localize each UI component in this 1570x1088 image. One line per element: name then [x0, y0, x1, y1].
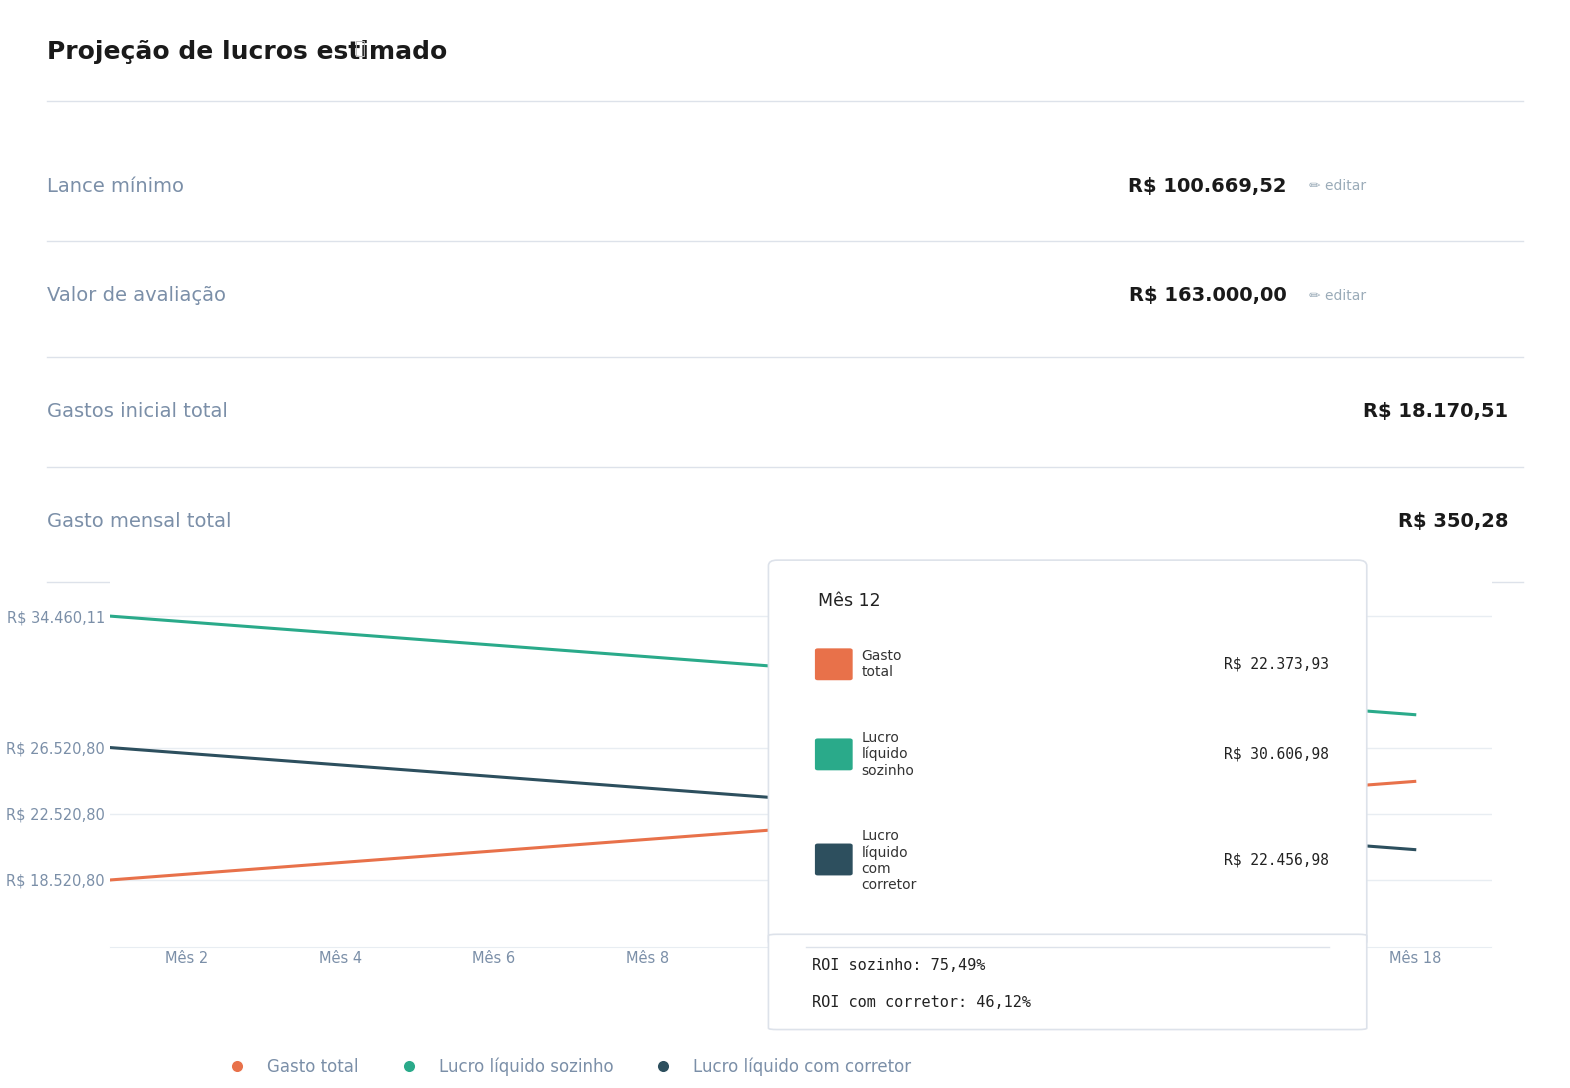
Text: ✏ editar: ✏ editar — [1309, 289, 1366, 302]
Text: R$ 18.170,51: R$ 18.170,51 — [1363, 403, 1509, 421]
FancyBboxPatch shape — [768, 560, 1367, 947]
Text: Mês 12: Mês 12 — [818, 592, 881, 610]
Text: Projeção de lucros estimado: Projeção de lucros estimado — [47, 40, 447, 64]
FancyBboxPatch shape — [815, 739, 853, 770]
FancyBboxPatch shape — [768, 935, 1367, 1029]
Text: R$ 30.606,98: R$ 30.606,98 — [1225, 746, 1328, 762]
Text: ROI com corretor: 46,12%: ROI com corretor: 46,12% — [812, 994, 1031, 1010]
Text: Lance mínimo: Lance mínimo — [47, 176, 184, 196]
Text: Valor de avaliação: Valor de avaliação — [47, 286, 226, 306]
Legend: Gasto total, Lucro líquido sozinho, Lucro líquido com corretor: Gasto total, Lucro líquido sozinho, Lucr… — [214, 1051, 918, 1083]
Text: Gasto mensal total: Gasto mensal total — [47, 511, 232, 531]
Text: Lucro
líquido
sozinho: Lucro líquido sozinho — [862, 731, 914, 778]
Text: R$ 22.373,93: R$ 22.373,93 — [1225, 656, 1328, 671]
Text: R$ 163.000,00: R$ 163.000,00 — [1129, 286, 1287, 306]
Text: ✏ editar: ✏ editar — [1309, 180, 1366, 194]
Text: Gastos inicial total: Gastos inicial total — [47, 403, 228, 421]
FancyBboxPatch shape — [815, 648, 853, 680]
Text: R$ 22.456,98: R$ 22.456,98 — [1225, 853, 1328, 868]
Text: ⓘ: ⓘ — [355, 40, 364, 58]
Text: R$ 100.669,52: R$ 100.669,52 — [1129, 176, 1287, 196]
FancyBboxPatch shape — [815, 843, 853, 876]
Text: R$ 350,28: R$ 350,28 — [1397, 511, 1509, 531]
Text: Lucro
líquido
com
corretor: Lucro líquido com corretor — [862, 829, 917, 892]
Text: ROI sozinho: 75,49%: ROI sozinho: 75,49% — [812, 957, 986, 973]
Text: Gasto
total: Gasto total — [862, 650, 901, 679]
